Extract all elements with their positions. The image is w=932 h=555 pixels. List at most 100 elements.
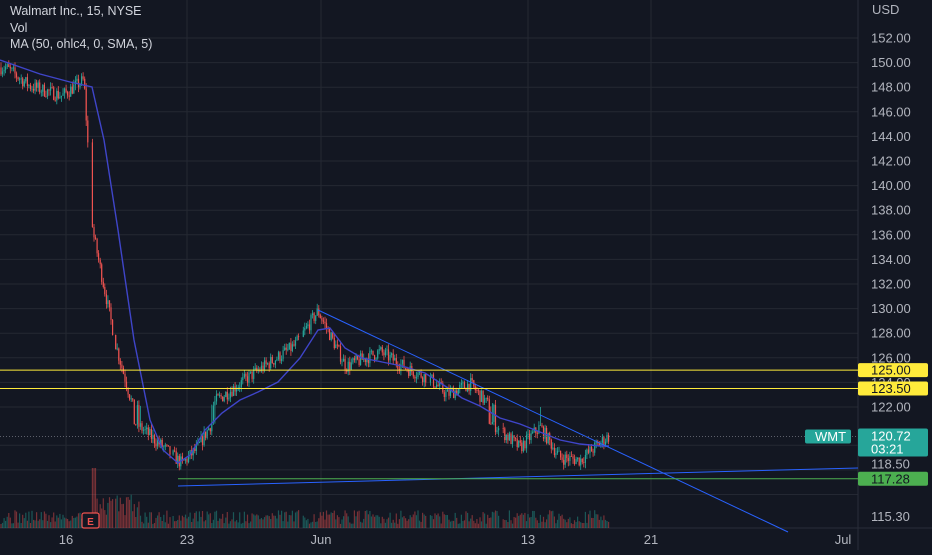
candle-body [398, 368, 400, 371]
candle-body [22, 78, 24, 87]
candle-body [432, 374, 435, 387]
candle-body [553, 447, 555, 456]
volume-bar [119, 497, 121, 528]
price-tick-140-00: 140.00 [871, 178, 911, 193]
volume-bar [281, 510, 283, 528]
candle-body [352, 358, 354, 363]
volume-bar [1, 522, 4, 528]
candle-body [20, 78, 22, 80]
volume-bar [23, 518, 25, 528]
volume-indicator-label[interactable]: Vol [10, 20, 28, 35]
time-tick-jun: Jun [311, 532, 332, 547]
volume-bar [493, 512, 495, 528]
volume-bar [19, 513, 21, 528]
candle-body [572, 456, 574, 459]
candle-body [91, 142, 93, 228]
volume-bar [310, 522, 312, 528]
candle-body [604, 441, 607, 445]
volume-bar [191, 522, 193, 528]
volume-bar [248, 523, 250, 528]
countdown-text: 03:21 [871, 441, 904, 456]
volume-bar [135, 517, 137, 528]
candle-body [521, 442, 523, 452]
volume-bar [601, 520, 603, 528]
candle-body [225, 391, 227, 397]
candle-body [586, 449, 588, 455]
volume-bar [480, 521, 483, 528]
volume-bar [203, 521, 205, 528]
volume-bar [394, 522, 396, 528]
volume-bar [25, 512, 27, 528]
candle-body [583, 462, 585, 463]
candle-body [19, 78, 21, 80]
candle-body [94, 237, 97, 239]
earnings-marker[interactable]: E [81, 512, 100, 529]
candle-body [341, 361, 343, 363]
candle-body [231, 391, 233, 396]
volume-bar [298, 510, 300, 528]
volume-bar [164, 522, 166, 528]
candle-body [167, 445, 169, 447]
volume-bar [22, 514, 24, 528]
volume-bar [415, 515, 417, 528]
volume-bar [474, 523, 476, 528]
candle-body [122, 367, 124, 374]
volume-bar [377, 515, 379, 528]
candle-body [383, 352, 385, 356]
candle-body [529, 433, 531, 440]
volume-bar [70, 520, 72, 528]
volume-bar [358, 510, 360, 528]
candle-body [343, 358, 345, 362]
volume-bar [525, 521, 528, 528]
price-tick-136-00: 136.00 [871, 227, 911, 242]
candle-body [135, 424, 137, 426]
candle-body [369, 350, 371, 364]
volume-bar [161, 521, 163, 528]
symbol-title[interactable]: Walmart Inc., 15, NYSE [10, 4, 142, 18]
candle-body [271, 357, 273, 364]
volume-bar [265, 515, 267, 528]
candle-body [477, 390, 479, 392]
price-axis[interactable]: USD 152.00 150.00 148.00 146.00 144.00 142.00 1… [871, 2, 911, 524]
price-tick-152-00: 152.00 [871, 31, 911, 46]
volume-bar [347, 516, 349, 528]
volume-bar [453, 520, 455, 528]
candle-body [184, 458, 187, 461]
ma-indicator-label[interactable]: MA (50, ohlc4, 0, SMA, 5) [10, 37, 153, 51]
volume-bar [380, 523, 382, 528]
candle-body [510, 433, 512, 444]
candle-body [522, 441, 524, 452]
volume-bar [302, 515, 304, 528]
candle-body [36, 82, 38, 88]
time-axis[interactable]: 16 23 Jun 13 21 Jul [59, 532, 852, 547]
candle-body [575, 459, 577, 464]
candle-body [42, 84, 44, 92]
candle-body [422, 377, 424, 383]
price-tick-144-00: 144.00 [871, 129, 911, 144]
candle-body [101, 264, 103, 282]
candle-body [46, 89, 49, 97]
candle-body [254, 367, 256, 370]
candle-body [28, 84, 30, 86]
drawing-tools[interactable] [0, 309, 859, 533]
ascending-trendline[interactable] [177, 467, 859, 487]
volume-bar [274, 515, 276, 528]
candle-body [541, 425, 543, 427]
volume-bar [600, 516, 602, 528]
volume-bar [361, 522, 363, 528]
volume-bar [184, 514, 187, 528]
candle-body [397, 364, 399, 369]
volume-bar [403, 516, 405, 528]
candle-body [112, 319, 114, 336]
volume-bar [307, 518, 309, 528]
candle-body [556, 450, 559, 453]
descending-trendline[interactable] [317, 309, 789, 533]
earnings-icon[interactable] [81, 512, 100, 529]
candle-body [108, 300, 111, 308]
candle-body [226, 391, 228, 400]
candle-body [144, 429, 146, 430]
candle-body [127, 388, 129, 395]
volume-bar [344, 510, 346, 528]
